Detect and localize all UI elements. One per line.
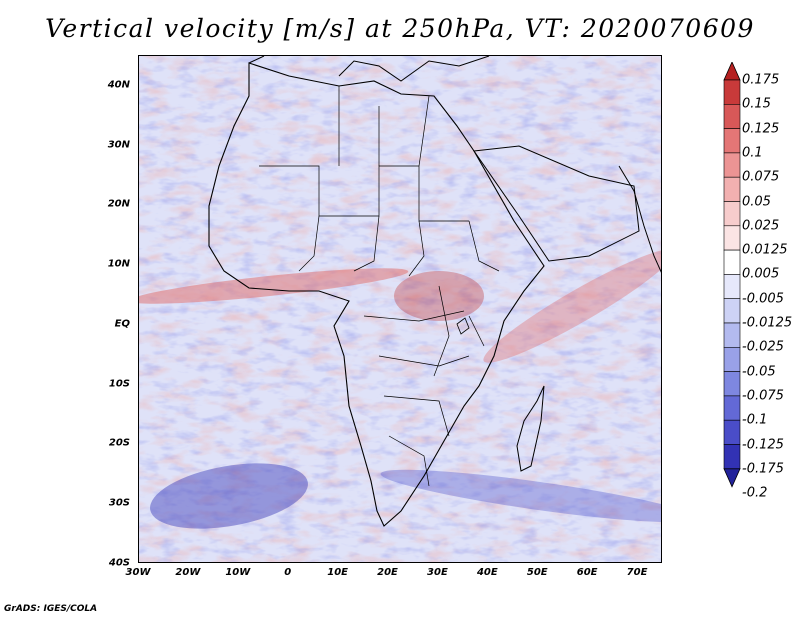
lat-tick-label: 10N: [107, 258, 130, 270]
colorbar-min-triangle: [723, 468, 741, 488]
colorbar-label: 0.005: [742, 266, 780, 282]
arabian-peninsula: [473, 145, 640, 262]
colorbar-label: -0.2: [742, 485, 768, 501]
southern-band: [380, 469, 661, 523]
lon-tick-label: 20W: [175, 567, 201, 578]
vertical-velocity-field: [139, 56, 661, 562]
lake-victoria: [456, 317, 470, 335]
colorbar-box: [723, 79, 741, 105]
colorbar-box: [723, 298, 741, 324]
lat-tick-label: 20N: [107, 198, 130, 210]
colorbar-box: [723, 322, 741, 348]
lon-tick-label: 40E: [476, 567, 498, 578]
colorbar-label: 0.0125: [742, 242, 788, 258]
colorbar-box: [723, 371, 741, 397]
europe-coast: [248, 56, 490, 82]
lat-tick-label: 30S: [108, 497, 130, 509]
lat-tick-label: EQ: [114, 318, 130, 330]
lon-tick-label: 30E: [427, 567, 448, 578]
colorbar-box: [723, 249, 741, 275]
colorbar-box: [723, 103, 741, 129]
colorbar-box: [723, 274, 741, 299]
colorbar-max-triangle: [723, 62, 741, 81]
colorbar-label: 0.175: [742, 72, 780, 88]
colorbar-box: [723, 225, 741, 251]
colorbar-label: 0.025: [742, 218, 780, 234]
lon-tick-label: 0: [284, 567, 292, 578]
india-west-coast: [618, 165, 661, 273]
colorbar-label: -0.0125: [742, 315, 793, 331]
lat-tick-label: 20S: [108, 437, 130, 449]
colorbar-box: [723, 152, 741, 178]
colorbar-box: [723, 419, 741, 445]
africa-coastline: [208, 62, 545, 527]
grads-credit: GrADS: IGES/COLA: [4, 604, 98, 614]
lon-tick-label: 10E: [327, 567, 348, 578]
colorbar: [723, 62, 741, 488]
lon-tick-label: 50E: [526, 567, 548, 578]
lat-tick-label: 10S: [108, 378, 130, 390]
plot-title: Vertical velocity [m/s] at 250hPa, VT: 2…: [45, 14, 755, 43]
lat-tick-label: 40S: [108, 557, 130, 569]
colorbar-box: [723, 395, 741, 421]
lat-tick-label: 40N: [107, 79, 130, 91]
colorbar-label: 0.075: [742, 169, 780, 185]
colorbar-box: [723, 176, 741, 202]
lat-tick-label: 30N: [107, 139, 130, 151]
lon-tick-label: 70E: [626, 567, 648, 578]
colorbar-label: -0.1: [742, 412, 768, 428]
colorbar-box: [723, 444, 741, 470]
colorbar-label: -0.025: [742, 339, 784, 355]
country-borders: [259, 86, 500, 487]
indian-ocean-band: [483, 249, 661, 363]
colorbar-label: 0.05: [742, 194, 771, 209]
colorbar-label: 0.125: [742, 121, 780, 137]
colorbar-label: 0.1: [742, 145, 763, 161]
colorbar-label: -0.005: [742, 291, 784, 307]
colorbar-label: -0.075: [742, 388, 784, 404]
lon-tick-label: 60E: [576, 567, 598, 578]
itcz-band: [139, 268, 409, 304]
colorbar-box: [723, 201, 741, 227]
lon-tick-label: 30W: [125, 567, 151, 578]
lon-tick-label: 20E: [377, 567, 398, 578]
colorbar-label: -0.125: [742, 437, 784, 452]
central-africa-convection: [394, 271, 484, 321]
colorbar-box: [723, 346, 741, 372]
map-frame: [138, 55, 662, 563]
colorbar-label: -0.05: [742, 364, 776, 380]
madagascar: [516, 385, 545, 472]
colorbar-box: [723, 128, 741, 154]
lon-tick-label: 10W: [225, 567, 251, 578]
colorbar-label: 0.15: [742, 96, 771, 112]
colorbar-label: -0.175: [742, 461, 784, 477]
field-blue-texture: [139, 56, 661, 562]
south-atlantic-descent: [150, 463, 308, 529]
